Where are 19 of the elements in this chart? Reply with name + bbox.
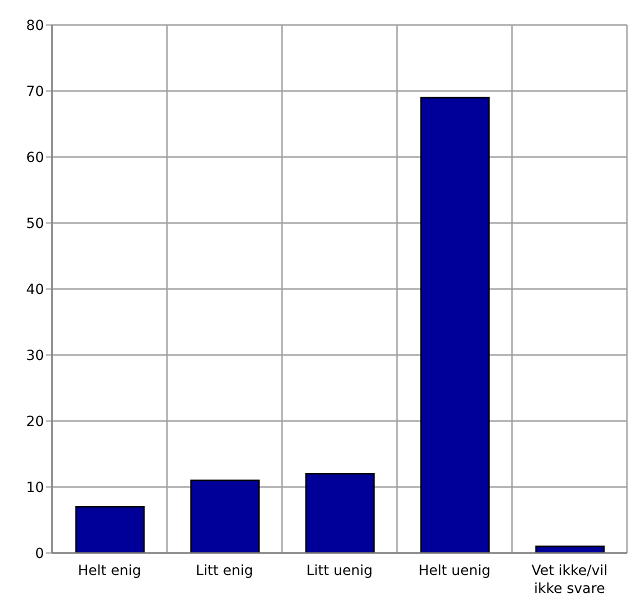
x-tick-label: Helt uenig xyxy=(418,563,491,579)
y-tick-label: 50 xyxy=(26,216,44,232)
bar xyxy=(535,546,605,553)
y-tick-label: 20 xyxy=(26,414,44,430)
y-tick-label: 30 xyxy=(26,348,44,364)
x-tick-label: Litt enig xyxy=(196,563,254,579)
y-tick-label: 70 xyxy=(26,84,44,100)
x-tick-label: Litt uenig xyxy=(306,563,373,579)
y-tick-label: 0 xyxy=(35,546,44,562)
x-tick-label: Helt enig xyxy=(78,563,142,579)
y-tick-label: 80 xyxy=(26,18,44,34)
x-tick-label: Vet ikke/vil ikke svare xyxy=(531,563,608,597)
bar xyxy=(420,96,490,553)
bar xyxy=(75,506,145,553)
bar xyxy=(305,473,375,553)
y-tick-label: 60 xyxy=(26,150,44,166)
y-tick-label: 40 xyxy=(26,282,44,298)
y-tick-label: 10 xyxy=(26,480,44,496)
bar xyxy=(190,480,260,553)
